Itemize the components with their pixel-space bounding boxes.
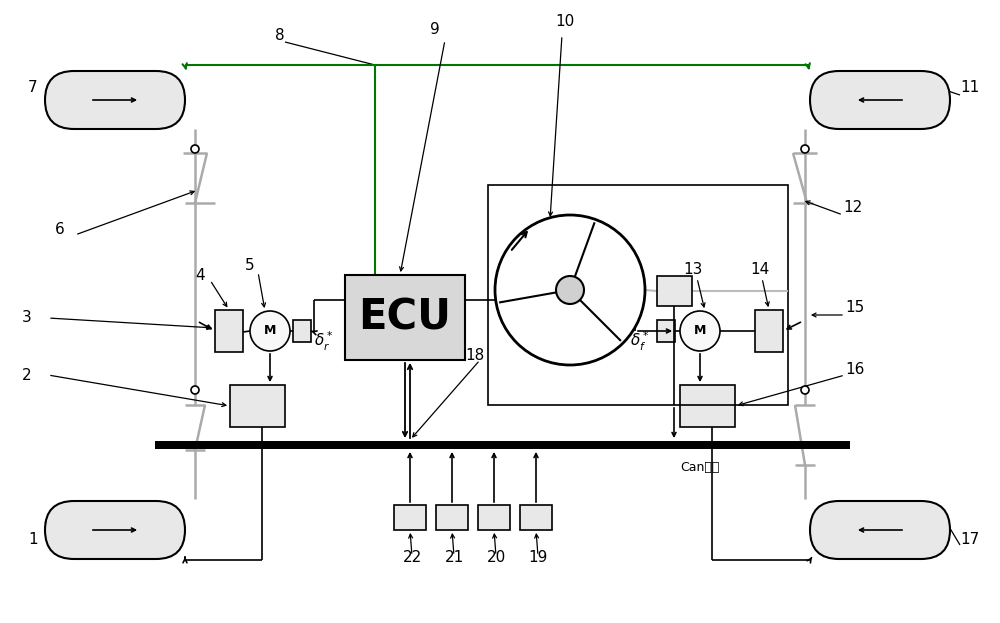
FancyBboxPatch shape [45, 71, 185, 129]
Text: 17: 17 [960, 533, 979, 548]
FancyBboxPatch shape [810, 501, 950, 559]
Circle shape [191, 386, 199, 394]
Text: 6: 6 [55, 222, 65, 237]
Bar [345, 275, 465, 360]
Bar [657, 276, 692, 306]
Text: 15: 15 [845, 300, 864, 315]
Circle shape [801, 386, 809, 394]
Circle shape [495, 215, 645, 365]
Text: 9: 9 [430, 22, 440, 37]
Text: 2: 2 [22, 368, 32, 383]
FancyBboxPatch shape [45, 501, 185, 559]
Text: 7: 7 [28, 80, 38, 95]
Text: 16: 16 [845, 363, 864, 378]
Bar [215, 310, 243, 352]
Text: 21: 21 [444, 551, 464, 566]
Bar [293, 320, 311, 342]
Bar [478, 505, 510, 530]
Bar [680, 385, 735, 427]
Text: 1: 1 [28, 533, 38, 548]
Text: 11: 11 [960, 80, 979, 95]
Circle shape [556, 276, 584, 304]
Bar [520, 505, 552, 530]
Circle shape [250, 311, 290, 351]
Text: Can总线: Can总线 [680, 461, 719, 474]
Text: M: M [694, 325, 706, 338]
Circle shape [191, 145, 199, 153]
Text: 13: 13 [683, 262, 702, 277]
Text: ECU: ECU [358, 296, 452, 338]
Text: 5: 5 [245, 257, 255, 272]
Bar [657, 320, 675, 342]
Bar [394, 505, 426, 530]
Circle shape [680, 311, 720, 351]
Bar [755, 310, 783, 352]
Circle shape [801, 145, 809, 153]
Text: $\delta_r^*$: $\delta_r^*$ [314, 330, 334, 353]
Text: 14: 14 [750, 262, 769, 277]
Text: 22: 22 [402, 551, 422, 566]
Text: 18: 18 [465, 348, 484, 363]
Text: M: M [264, 325, 276, 338]
Bar [155, 441, 850, 449]
Text: 4: 4 [195, 267, 205, 282]
Bar [230, 385, 285, 427]
Text: 19: 19 [528, 551, 548, 566]
Bar [436, 505, 468, 530]
FancyBboxPatch shape [810, 71, 950, 129]
Text: 12: 12 [843, 201, 862, 216]
Bar [488, 185, 788, 405]
Text: 20: 20 [486, 551, 506, 566]
Text: 3: 3 [22, 310, 32, 325]
Text: $\delta_f^*$: $\delta_f^*$ [630, 330, 650, 353]
Text: 10: 10 [555, 14, 574, 29]
Text: 8: 8 [275, 27, 285, 42]
